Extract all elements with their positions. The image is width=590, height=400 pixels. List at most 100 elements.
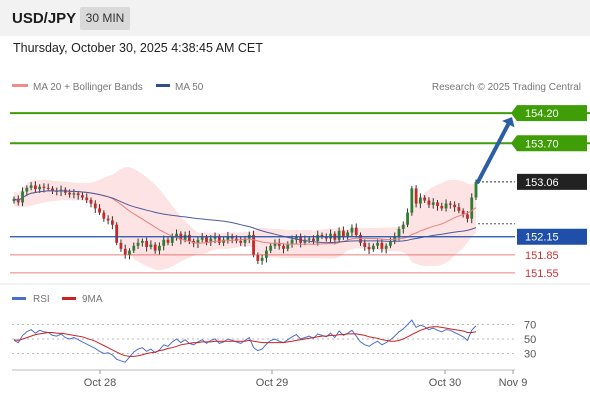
candle-body: [21, 191, 24, 203]
candle-body: [38, 186, 42, 190]
arrow-head: [502, 117, 515, 128]
candle-body: [256, 254, 260, 261]
level-support: 151.85: [10, 250, 559, 262]
candle-body: [166, 239, 170, 243]
candle-body: [145, 240, 149, 247]
candle-body: [307, 238, 311, 240]
candle-body: [98, 208, 101, 213]
resistance-value: 153.70: [525, 138, 559, 150]
resistance-tag: [517, 135, 587, 152]
legend-swatch-9ma: [62, 297, 76, 300]
candle-body: [312, 238, 315, 241]
candle-body: [42, 186, 46, 188]
rsi-9ma-line: [13, 326, 477, 357]
candle-body: [102, 212, 106, 219]
candle-body: [260, 257, 264, 261]
legend-swatch-ma20: [12, 84, 28, 87]
candle-body: [25, 187, 29, 192]
candle-body: [140, 240, 144, 243]
candle-body: [367, 247, 371, 250]
header-bar: USD/JPY 30 MIN: [0, 0, 590, 36]
candle-body: [273, 242, 277, 246]
price-plot: 154.20 153.70 153.06 152.15 151.85 151.55: [10, 105, 590, 280]
candle-body: [418, 197, 422, 204]
candle-body: [354, 227, 358, 235]
x-tick-label: Oct 30: [429, 377, 461, 389]
candle-body: [329, 233, 332, 239]
candle-body: [76, 193, 80, 196]
current-price-value: 153.06: [525, 177, 559, 189]
candle-body: [384, 245, 388, 249]
resistance-tag: [517, 105, 587, 122]
candle-body: [110, 220, 114, 225]
candle-body: [453, 204, 457, 208]
candle-body: [149, 244, 153, 247]
candle-body: [205, 237, 208, 243]
candle-body: [350, 227, 354, 233]
candle-body: [217, 236, 221, 243]
candle-body: [324, 236, 328, 239]
candle-body: [72, 193, 76, 195]
candle-body: [414, 188, 418, 204]
candle-body: [230, 236, 234, 239]
x-tick-label: Oct 28: [84, 377, 116, 389]
candle-body: [376, 242, 380, 246]
rsi-tick-label: 50: [524, 334, 536, 346]
candle-body: [436, 202, 439, 206]
candle-body: [393, 236, 397, 241]
rsi-tick-label: 70: [524, 320, 536, 332]
candle-body: [239, 240, 243, 243]
legend-rsi: RSI: [33, 294, 50, 305]
x-axis-ticks: Oct 28 Oct 29 Oct 30 Nov 9: [84, 370, 527, 389]
pivot-value: 152.15: [525, 232, 559, 244]
candle-body: [474, 181, 478, 198]
legend-swatch-rsi: [12, 297, 26, 300]
price-levels: 154.20 153.70 153.06 152.15 151.85 151.55: [10, 105, 590, 280]
ma50-line: [13, 190, 477, 244]
candle-body: [466, 214, 469, 219]
legend-ma50: MA 50: [175, 82, 204, 93]
candle-body: [89, 199, 93, 204]
candle-body: [457, 207, 461, 211]
candle-body: [162, 239, 166, 246]
candle-body: [200, 237, 204, 240]
candle-body: [136, 242, 140, 246]
candle-body: [294, 236, 298, 240]
candle-body: [389, 240, 392, 246]
candle-body: [264, 250, 268, 258]
candle-body: [444, 203, 448, 209]
candle-body: [68, 192, 72, 195]
candle-body: [243, 238, 247, 243]
candle-body: [461, 210, 465, 215]
timeframe-button[interactable]: 30 MIN: [80, 7, 130, 30]
candle-body: [410, 188, 414, 213]
candle-body: [316, 234, 320, 241]
candle-body: [423, 197, 427, 201]
level-resistance: 153.70: [10, 135, 590, 152]
candle-body: [175, 233, 178, 237]
arrow-shaft: [476, 122, 511, 184]
copyright-text: Research © 2025 Trading Central: [432, 82, 581, 93]
candle-body: [226, 236, 230, 240]
candle-body: [431, 202, 435, 205]
legend-swatch-ma50: [156, 84, 170, 87]
rsi-tick-label: 30: [524, 349, 536, 361]
candle-body: [359, 234, 362, 243]
x-tick-label: Oct 29: [256, 377, 288, 389]
candle-body: [363, 242, 367, 247]
current-price-tag: [517, 173, 587, 190]
level-resistance: 154.20: [10, 105, 590, 122]
candle-body: [33, 185, 37, 190]
candle-body: [286, 244, 290, 249]
candle-body: [213, 236, 217, 239]
candle-body: [187, 234, 191, 241]
legend-9ma: 9MA: [82, 294, 103, 305]
candle-body: [29, 185, 33, 188]
candle-body: [380, 242, 384, 249]
candle-body: [401, 224, 405, 229]
candle-body: [170, 236, 174, 243]
candle-body: [277, 242, 281, 246]
resistance-value: 154.20: [525, 108, 559, 120]
